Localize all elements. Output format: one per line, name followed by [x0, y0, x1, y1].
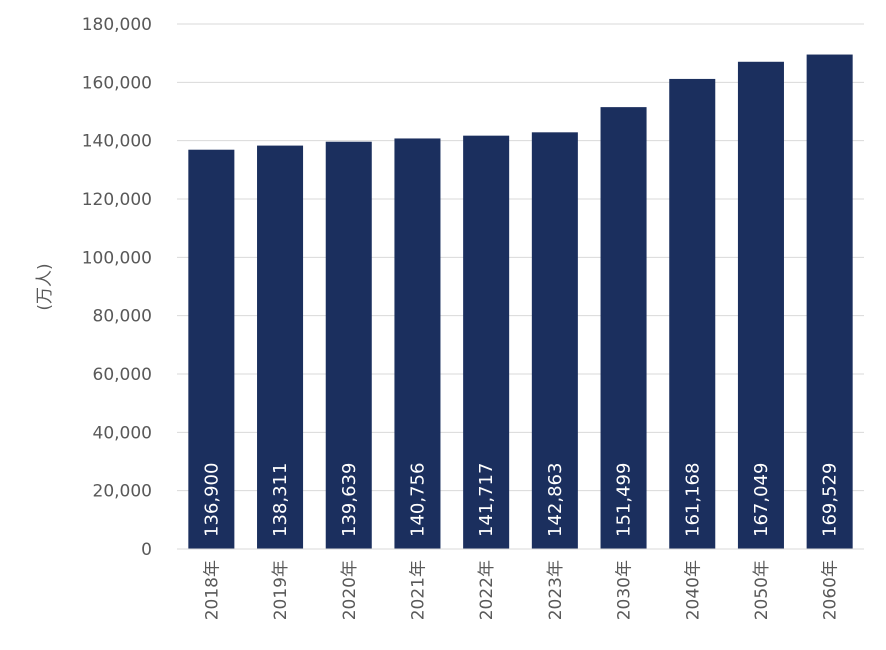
y-tick-label: 160,000	[82, 73, 152, 93]
y-tick-label: 100,000	[82, 248, 152, 268]
x-tick-label: 2030年	[615, 560, 635, 620]
x-tick-label: 2040年	[683, 560, 703, 620]
bar-value-label: 167,049	[751, 463, 772, 537]
x-tick-label: 2023年	[546, 560, 566, 620]
bar-value-label: 141,717	[476, 463, 497, 537]
bar-value-label: 142,863	[545, 463, 566, 537]
x-tick-label: 2018年	[202, 560, 222, 620]
x-tick-label: 2050年	[752, 560, 772, 620]
y-tick-label: 60,000	[93, 365, 152, 385]
bar-value-label: 140,756	[407, 463, 428, 537]
y-tick-label: 140,000	[82, 132, 152, 152]
bar	[600, 107, 647, 549]
y-axis-ticks: 0 20,000 40,000 60,000 80,000 100,000 120,000 1…	[82, 15, 152, 560]
bar-value-label: 136,900	[201, 463, 222, 537]
y-axis-label: (万人)	[35, 263, 55, 310]
bar	[669, 78, 716, 549]
bar	[257, 145, 304, 550]
x-tick-label: 2020年	[340, 560, 360, 620]
bar	[737, 61, 784, 550]
y-tick-label: 120,000	[82, 190, 152, 210]
bar	[188, 149, 235, 550]
bar	[463, 135, 510, 549]
x-axis-ticks: 2018年 2019年 2020年 2021年 2022年 2023年 2030年 2040年…	[202, 560, 840, 620]
bar-value-label: 169,529	[820, 463, 841, 537]
y-tick-label: 0	[141, 540, 152, 560]
x-tick-label: 2021年	[408, 560, 428, 620]
value-labels: 136,900 138,311 139,639 140,756 141,717 142,8…	[201, 463, 840, 537]
bar-value-label: 139,639	[339, 463, 360, 537]
x-tick-label: 2022年	[477, 560, 497, 620]
bar	[325, 141, 372, 549]
y-tick-label: 180,000	[82, 15, 152, 35]
bars	[188, 54, 853, 550]
x-tick-label: 2019年	[271, 560, 291, 620]
y-tick-label: 40,000	[93, 423, 152, 443]
bar-value-label: 161,168	[682, 463, 703, 537]
y-tick-label: 80,000	[93, 307, 152, 327]
x-tick-label: 2060年	[821, 560, 841, 620]
bar-value-label: 138,311	[270, 463, 291, 537]
bar	[394, 138, 441, 549]
bar-value-label: 151,499	[614, 463, 635, 537]
bar	[531, 132, 578, 549]
bar	[806, 54, 853, 550]
y-tick-label: 20,000	[93, 482, 152, 502]
